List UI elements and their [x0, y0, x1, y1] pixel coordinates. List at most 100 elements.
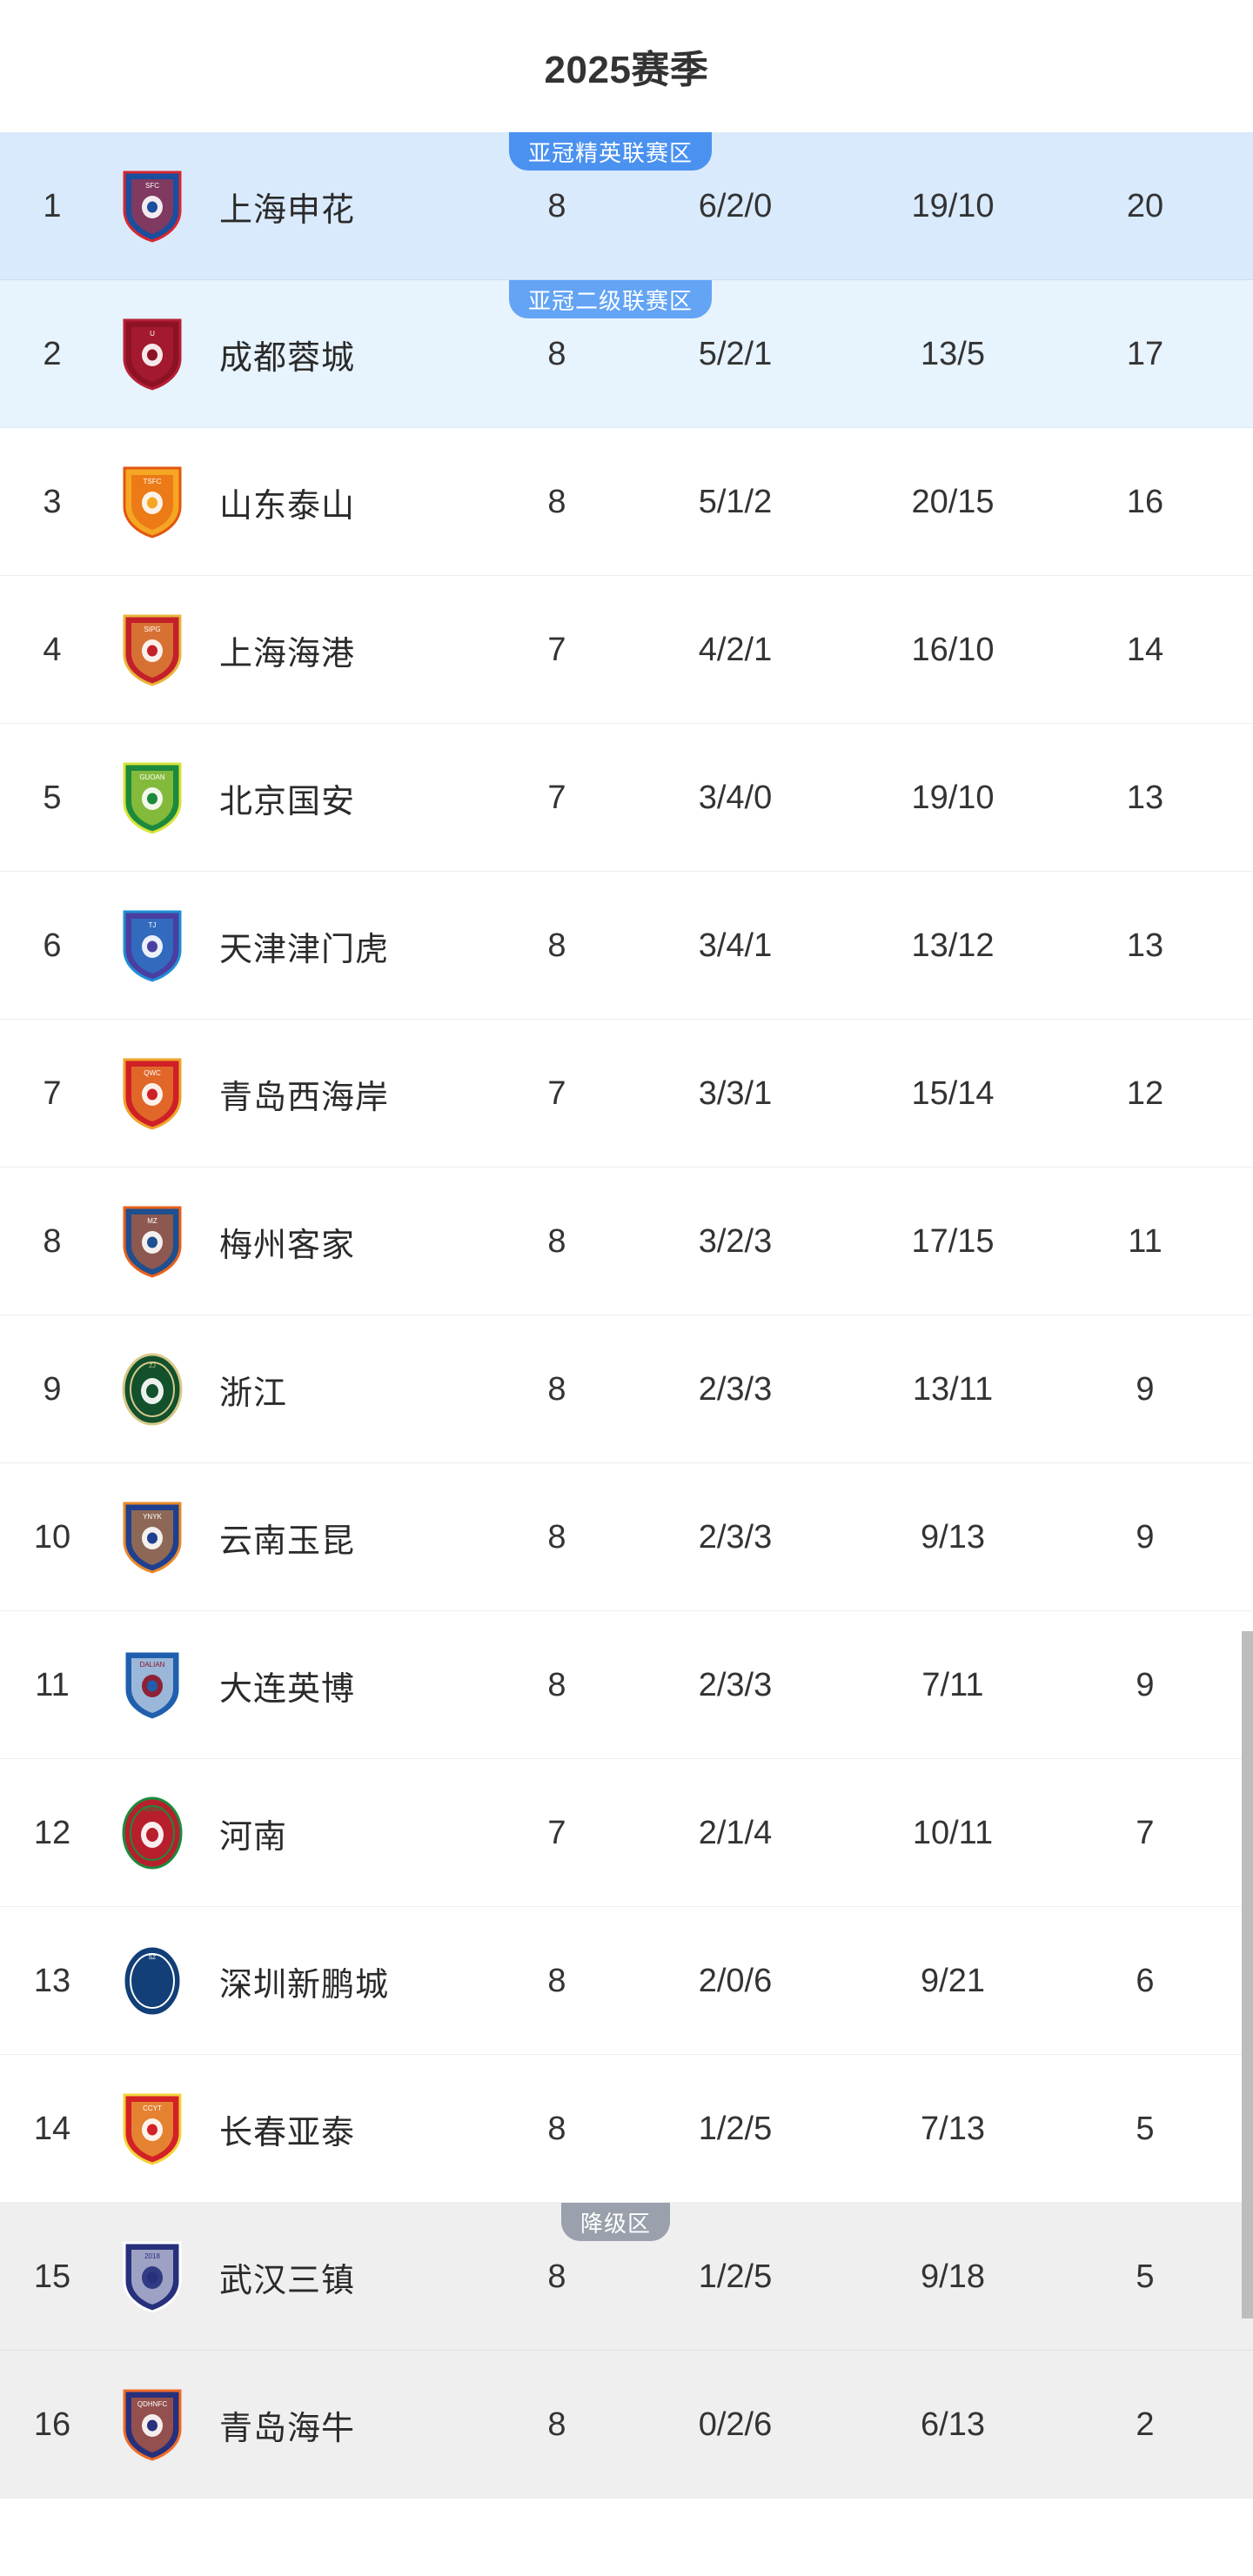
standings-row-wrapper: 16 QDHNFC 青岛海牛 8 0/2/6 6/13 2 [0, 2351, 1253, 2499]
yunnan-yukun-crest: YNYK [104, 1500, 200, 1575]
points-cell: 7 [1136, 1814, 1155, 1851]
matches-played-cell: 8 [547, 1370, 566, 1408]
standings-row-wrapper: 12 HENAN 河南 7 2/1/4 10/11 7 [0, 1759, 1253, 1907]
team-name-cell[interactable]: 梅州客家 [219, 1227, 356, 1264]
team-name-cell[interactable]: 青岛海牛 [219, 2410, 356, 2447]
table-row[interactable]: 6 TJ 天津津门虎 8 3/4/1 13/12 13 [0, 872, 1253, 1020]
beijing-guoan-crest: GUOAN [104, 760, 200, 835]
table-row[interactable]: 10 YNYK 云南玉昆 8 2/3/3 9/13 9 [0, 1463, 1253, 1611]
zone-badge-acl-two: 亚冠二级联赛区 [509, 280, 713, 318]
standings-row-wrapper: 降级区 15 2018 武汉三镇 8 1/2/5 9/18 5 [0, 2203, 1253, 2351]
team-name-cell[interactable]: 深圳新鹏城 [219, 1966, 390, 2004]
win-draw-loss-cell: 3/3/1 [698, 1074, 773, 1112]
rank-cell: 14 [33, 2110, 71, 2147]
wuhan-three-towns-crest: 2018 [104, 2239, 200, 2314]
goals-for-against-cell: 17/15 [911, 1222, 995, 1260]
team-name-cell[interactable]: 长春亚泰 [219, 2114, 356, 2151]
table-row[interactable]: 13 SZ 深圳新鹏城 8 2/0/6 9/21 6 [0, 1907, 1253, 2055]
win-draw-loss-cell: 3/4/0 [698, 779, 773, 816]
team-name-cell[interactable]: 山东泰山 [219, 487, 356, 525]
svg-text:QDHNFC: QDHNFC [137, 2400, 167, 2408]
team-name-cell[interactable]: 北京国安 [219, 783, 356, 820]
win-draw-loss-cell: 2/3/3 [698, 1666, 773, 1703]
team-name-cell[interactable]: 青岛西海岸 [219, 1079, 390, 1116]
team-name-cell[interactable]: 上海海港 [219, 635, 356, 672]
points-cell: 11 [1128, 1222, 1163, 1260]
svg-text:2018: 2018 [144, 2252, 160, 2260]
svg-text:CCYT: CCYT [143, 2104, 162, 2112]
zhejiang-fc-crest: ZJ [104, 1352, 200, 1427]
row-divider [0, 1462, 1253, 1463]
zone-badge-relegation: 降级区 [561, 2203, 671, 2241]
goals-for-against-cell: 9/18 [921, 2258, 985, 2295]
svg-text:ZJ: ZJ [149, 1363, 156, 1369]
matches-played-cell: 7 [547, 779, 566, 816]
standings-row-wrapper: 5 GUOAN 北京国安 7 3/4/0 19/10 13 [0, 724, 1253, 872]
svg-text:GUOAN: GUOAN [139, 773, 165, 781]
matches-played-cell: 8 [547, 1962, 566, 1999]
table-row[interactable]: 12 HENAN 河南 7 2/1/4 10/11 7 [0, 1759, 1253, 1907]
goals-for-against-cell: 9/13 [921, 1518, 985, 1556]
matches-played-cell: 8 [547, 2258, 566, 2295]
svg-text:DALIAN: DALIAN [140, 1661, 165, 1669]
table-row[interactable]: 11 DALIAN 大连英博 8 2/3/3 7/11 9 [0, 1611, 1253, 1759]
table-row[interactable]: 8 MZ 梅州客家 8 3/2/3 17/15 11 [0, 1168, 1253, 1315]
points-cell: 14 [1126, 631, 1164, 668]
table-row[interactable]: 9 ZJ 浙江 8 2/3/3 13/11 9 [0, 1315, 1253, 1463]
win-draw-loss-cell: 2/3/3 [698, 1370, 773, 1408]
standings-row-wrapper: 6 TJ 天津津门虎 8 3/4/1 13/12 13 [0, 872, 1253, 1020]
rank-cell: 2 [43, 335, 62, 372]
team-name-cell[interactable]: 河南 [219, 1818, 288, 1856]
goals-for-against-cell: 7/11 [921, 1666, 984, 1703]
win-draw-loss-cell: 4/2/1 [698, 631, 773, 668]
table-row[interactable]: 7 QWC 青岛西海岸 7 3/3/1 15/14 12 [0, 1020, 1253, 1168]
row-divider [0, 2202, 1253, 2203]
svg-text:HENAN: HENAN [142, 1807, 164, 1813]
svg-text:QWC: QWC [144, 1069, 161, 1077]
table-row[interactable]: 16 QDHNFC 青岛海牛 8 0/2/6 6/13 2 [0, 2351, 1253, 2499]
rank-cell: 5 [43, 779, 62, 816]
table-row[interactable]: 5 GUOAN 北京国安 7 3/4/0 19/10 13 [0, 724, 1253, 872]
vertical-scrollbar-thumb[interactable] [1242, 1631, 1253, 2318]
win-draw-loss-cell: 3/4/1 [698, 927, 773, 964]
matches-played-cell: 8 [547, 2405, 566, 2443]
row-divider [0, 1906, 1253, 1907]
team-name-cell[interactable]: 天津津门虎 [219, 931, 390, 968]
team-name-cell[interactable]: 上海申花 [219, 191, 356, 229]
standings-row-wrapper: 亚冠精英联赛区 1 SFC 上海申花 8 6/2/0 19/10 20 [0, 132, 1253, 280]
team-name-cell[interactable]: 大连英博 [219, 1670, 356, 1708]
points-cell: 12 [1126, 1074, 1164, 1112]
points-cell: 17 [1126, 335, 1164, 372]
team-name-cell[interactable]: 云南玉昆 [219, 1522, 356, 1560]
table-row[interactable]: 3 TSFC 山东泰山 8 5/1/2 20/15 16 [0, 428, 1253, 576]
matches-played-cell: 7 [547, 631, 566, 668]
win-draw-loss-cell: 3/2/3 [698, 1222, 773, 1260]
rank-cell: 1 [43, 187, 62, 224]
win-draw-loss-cell: 5/1/2 [698, 483, 773, 520]
standings-row-wrapper: 9 ZJ 浙江 8 2/3/3 13/11 9 [0, 1315, 1253, 1463]
table-row[interactable]: 4 SIPG 上海海港 7 4/2/1 16/10 14 [0, 576, 1253, 724]
rank-cell: 13 [33, 1962, 71, 1999]
goals-for-against-cell: 19/10 [911, 779, 995, 816]
standings-row-wrapper: 13 SZ 深圳新鹏城 8 2/0/6 9/21 6 [0, 1907, 1253, 2055]
team-name-cell[interactable]: 成都蓉城 [219, 339, 356, 377]
zone-badge-acl-elite: 亚冠精英联赛区 [509, 132, 713, 171]
table-row[interactable]: 14 CCYT 长春亚泰 8 1/2/5 7/13 5 [0, 2055, 1253, 2203]
table-row[interactable]: 2 U 成都蓉城 8 5/2/1 13/5 17 [0, 280, 1253, 428]
rank-cell: 16 [33, 2405, 71, 2443]
shanghai-port-crest: SIPG [104, 612, 200, 687]
team-name-cell[interactable]: 武汉三镇 [219, 2262, 356, 2299]
points-cell: 20 [1126, 187, 1164, 224]
row-divider [0, 1167, 1253, 1168]
rank-cell: 8 [43, 1222, 62, 1260]
rank-cell: 11 [35, 1666, 70, 1703]
svg-text:YNYK: YNYK [143, 1513, 162, 1521]
team-name-cell[interactable]: 浙江 [219, 1375, 288, 1412]
matches-played-cell: 7 [547, 1814, 566, 1851]
rank-cell: 6 [43, 927, 62, 964]
vertical-scrollbar-track[interactable] [1242, 0, 1253, 2576]
row-divider [0, 723, 1253, 724]
row-divider [0, 1019, 1253, 1020]
goals-for-against-cell: 16/10 [911, 631, 995, 668]
